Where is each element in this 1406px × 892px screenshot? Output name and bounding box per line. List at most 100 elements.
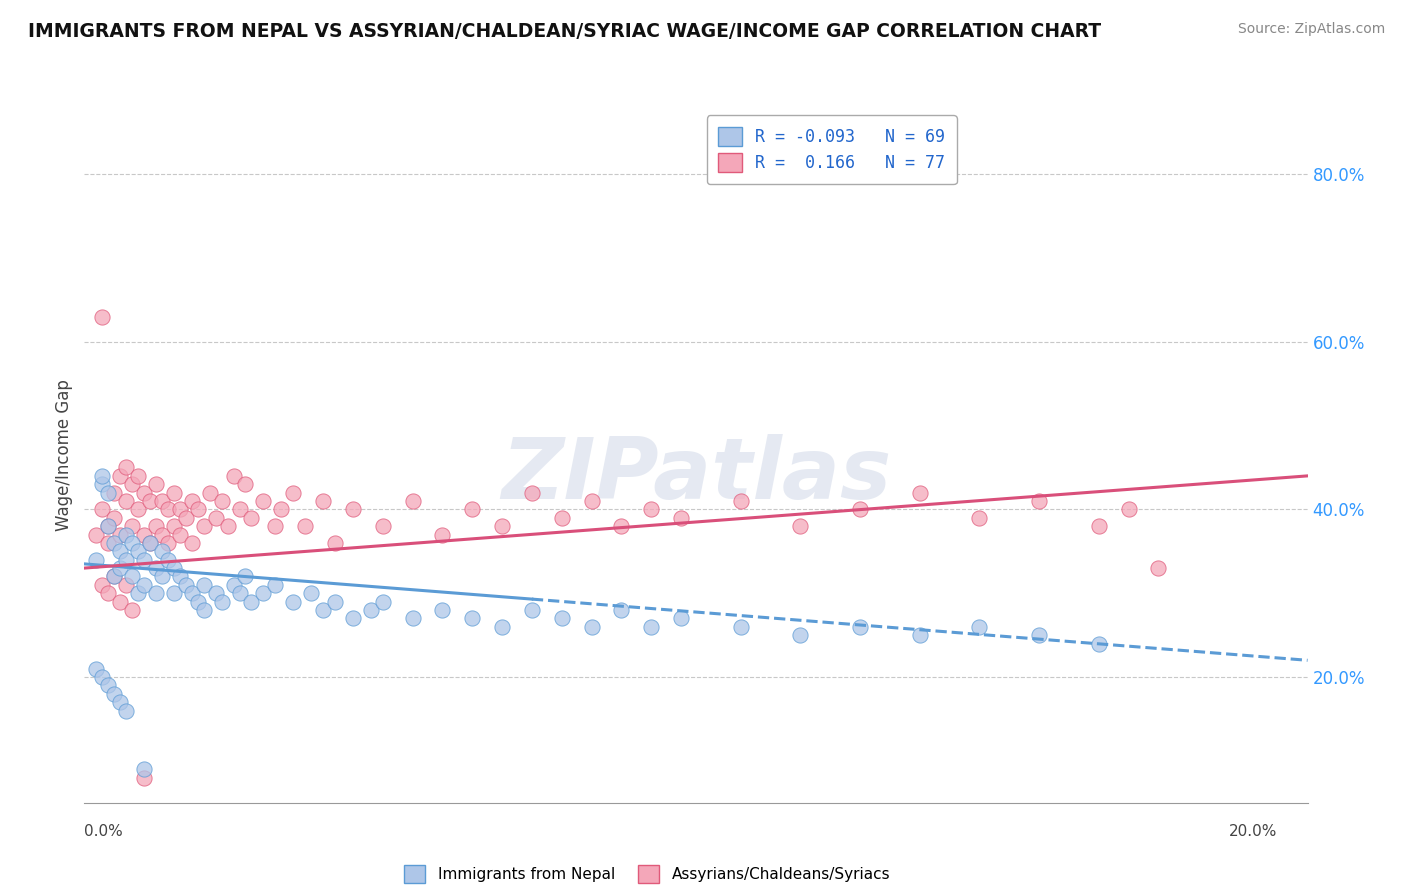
Point: [108, 544, 131, 558]
Point: [432, 527, 454, 541]
Point: [849, 620, 872, 634]
Point: [730, 494, 752, 508]
Point: [97, 485, 120, 500]
Point: [108, 561, 131, 575]
Point: [139, 494, 162, 508]
Point: [323, 536, 346, 550]
Point: [193, 519, 215, 533]
Point: [180, 494, 202, 508]
Point: [108, 468, 131, 483]
Point: [1028, 628, 1050, 642]
Point: [610, 603, 633, 617]
Point: [283, 594, 305, 608]
Point: [217, 519, 239, 533]
Text: IMMIGRANTS FROM NEPAL VS ASSYRIAN/CHALDEAN/SYRIAC WAGE/INCOME GAP CORRELATION CH: IMMIGRANTS FROM NEPAL VS ASSYRIAN/CHALDE…: [28, 22, 1101, 41]
Point: [252, 586, 274, 600]
Point: [91, 502, 114, 516]
Point: [252, 494, 274, 508]
Point: [180, 586, 202, 600]
Point: [169, 569, 191, 583]
Point: [211, 594, 233, 608]
Point: [969, 510, 991, 524]
Point: [145, 561, 167, 575]
Point: [193, 603, 215, 617]
Point: [640, 620, 662, 634]
Point: [150, 527, 173, 541]
Point: [669, 510, 692, 524]
Point: [222, 468, 245, 483]
Point: [228, 586, 250, 600]
Point: [908, 485, 931, 500]
Point: [169, 527, 191, 541]
Point: [121, 569, 143, 583]
Point: [1147, 561, 1170, 575]
Point: [84, 552, 107, 566]
Point: [908, 628, 931, 642]
Text: ZIPatlas: ZIPatlas: [501, 434, 891, 517]
Point: [132, 485, 155, 500]
Point: [235, 477, 257, 491]
Point: [132, 527, 155, 541]
Point: [730, 620, 752, 634]
Point: [150, 544, 173, 558]
Point: [127, 544, 149, 558]
Point: [91, 670, 114, 684]
Point: [789, 628, 811, 642]
Point: [121, 603, 143, 617]
Point: [461, 502, 484, 516]
Point: [1087, 519, 1109, 533]
Point: [115, 527, 138, 541]
Point: [115, 552, 138, 566]
Point: [97, 519, 120, 533]
Point: [228, 502, 250, 516]
Point: [97, 586, 120, 600]
Point: [204, 586, 226, 600]
Point: [91, 578, 114, 592]
Point: [640, 502, 662, 516]
Point: [270, 502, 292, 516]
Point: [1087, 636, 1109, 650]
Point: [163, 519, 186, 533]
Point: [139, 536, 162, 550]
Point: [115, 578, 138, 592]
Point: [180, 536, 202, 550]
Point: [342, 611, 364, 625]
Point: [145, 477, 167, 491]
Point: [121, 477, 143, 491]
Point: [127, 468, 149, 483]
Point: [163, 586, 186, 600]
Point: [187, 502, 209, 516]
Point: [150, 494, 173, 508]
Point: [97, 678, 120, 692]
Point: [97, 536, 120, 550]
Point: [371, 519, 394, 533]
Point: [1118, 502, 1140, 516]
Point: [401, 494, 423, 508]
Point: [371, 594, 394, 608]
Point: [132, 578, 155, 592]
Point: [969, 620, 991, 634]
Point: [342, 502, 364, 516]
Point: [121, 536, 143, 550]
Point: [103, 569, 125, 583]
Point: [84, 662, 107, 676]
Point: [150, 569, 173, 583]
Point: [139, 536, 162, 550]
Point: [461, 611, 484, 625]
Point: [235, 569, 257, 583]
Point: [789, 519, 811, 533]
Point: [163, 561, 186, 575]
Point: [264, 578, 287, 592]
Point: [193, 578, 215, 592]
Point: [132, 771, 155, 785]
Point: [581, 494, 603, 508]
Point: [669, 611, 692, 625]
Point: [132, 762, 155, 776]
Point: [551, 510, 574, 524]
Point: [174, 578, 197, 592]
Point: [323, 594, 346, 608]
Y-axis label: Wage/Income Gap: Wage/Income Gap: [55, 379, 73, 531]
Point: [581, 620, 603, 634]
Point: [103, 687, 125, 701]
Point: [108, 695, 131, 709]
